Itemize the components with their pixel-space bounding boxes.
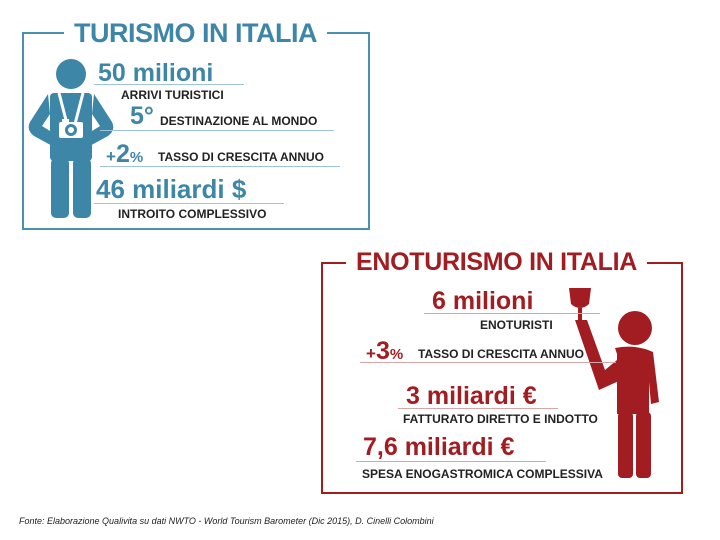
wine-spending-value: 7,6 miliardi € xyxy=(363,433,515,461)
wine-growth-label: TASSO DI CRESCITA ANNUO xyxy=(418,347,585,361)
person-raising-wine-glass-icon xyxy=(569,288,659,478)
arrivals-label: ARRIVI TURISTICI xyxy=(121,88,224,102)
wine-tourism-title: ENOTURISMO IN ITALIA xyxy=(346,244,648,280)
revenue-value: 46 miliardi $ xyxy=(96,174,247,204)
source-note: Fonte: Elaborazione Qualivita su dati NW… xyxy=(19,516,434,526)
tourism-growth-value: +2% xyxy=(106,140,144,168)
rank-label: DESTINAZIONE AL MONDO xyxy=(160,114,318,128)
divider xyxy=(100,130,334,131)
wine-visitors-value: 6 milioni xyxy=(432,287,534,315)
wine-visitors-label: ENOTURISTI xyxy=(480,318,553,332)
wine-growth-value: +3% xyxy=(366,337,404,365)
tourism-title: TURISMO IN ITALIA xyxy=(64,15,327,51)
tourism-growth-label: TASSO DI CRESCITA ANNUO xyxy=(158,150,325,164)
arrivals-value: 50 milioni xyxy=(98,59,214,87)
divider xyxy=(360,362,616,363)
revenue-label: INTROITO COMPLESSIVO xyxy=(118,207,267,221)
rank-value: 5° xyxy=(130,102,154,130)
divider xyxy=(94,84,244,85)
wine-turnover-label: FATTURATO DIRETTO E INDOTTO xyxy=(403,412,598,426)
divider xyxy=(100,166,340,167)
divider xyxy=(356,461,546,462)
divider xyxy=(424,313,600,314)
wine-turnover-value: 3 miliardi € xyxy=(406,382,537,410)
tourist-with-camera-icon xyxy=(28,59,114,218)
wine-spending-label: SPESA ENOGASTROMICA COMPLESSIVA xyxy=(362,467,603,481)
divider xyxy=(398,408,558,409)
divider xyxy=(94,203,284,204)
